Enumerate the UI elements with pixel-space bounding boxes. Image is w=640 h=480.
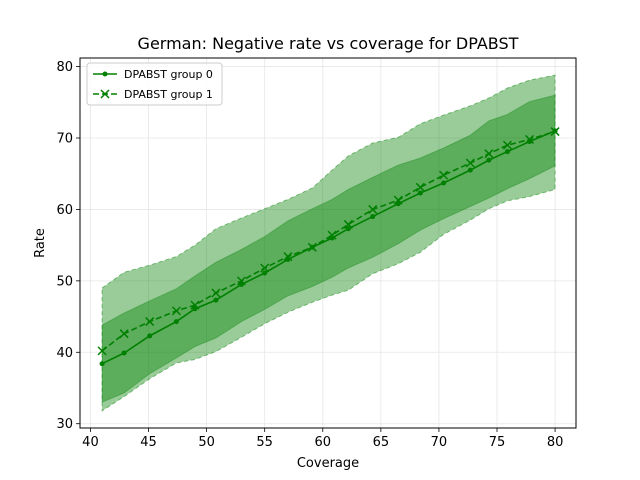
axis-ticks: 40 45 50 55 60 65 70 75 80 30 40 50 60 70 80 (56, 60, 563, 450)
x-tick-label: 75 (489, 435, 506, 450)
data-point-group-0 (441, 180, 447, 186)
legend-marker-group-1 (100, 89, 110, 99)
y-tick-label: 60 (56, 203, 73, 218)
x-tick-label: 60 (314, 435, 331, 450)
data-point-group-1 (171, 306, 181, 316)
plot-frame (79, 57, 577, 429)
data-point-group-1 (525, 134, 535, 144)
data-point-group-1 (260, 263, 270, 273)
y-tick-label: 70 (56, 132, 73, 147)
data-point-group-0 (238, 281, 244, 287)
data-point-group-1 (343, 219, 353, 229)
x-tick-label: 80 (547, 435, 564, 450)
data-point-group-1 (415, 182, 425, 192)
data-point-group-0 (370, 214, 376, 220)
data-point-group-1 (550, 127, 560, 137)
data-point-group-0 (486, 157, 492, 163)
band-group-1 (101, 74, 556, 412)
data-point-group-0 (504, 149, 510, 155)
y-tick-label: 50 (56, 274, 73, 289)
x-tick-label: 40 (82, 435, 99, 450)
data-point-group-1 (307, 242, 317, 252)
data-point-group-1 (283, 252, 293, 262)
band-group-0 (101, 94, 556, 404)
data-point-group-0 (99, 361, 105, 367)
data-point-group-1 (236, 276, 246, 286)
legend-marker-group-0 (102, 71, 108, 77)
data-point-group-1 (211, 288, 221, 298)
grid (80, 58, 576, 428)
data-point-group-0 (213, 297, 219, 303)
confidence-bands (101, 74, 556, 412)
data-point-group-0 (467, 167, 473, 173)
y-tick-label: 80 (56, 60, 73, 75)
data-point-group-0 (147, 333, 153, 339)
data-point-group-1 (393, 195, 403, 205)
data-point-group-1 (368, 204, 378, 214)
x-tick-label: 65 (373, 435, 390, 450)
data-point-group-0 (173, 319, 179, 325)
legend-frame (86, 62, 223, 106)
data-point-group-1 (484, 149, 494, 159)
legend: DPABST group 0 DPABST group 1 (86, 62, 223, 106)
data-point-group-0 (262, 270, 268, 276)
y-tick-label: 30 (56, 417, 73, 432)
y-axis-label: Rate (33, 228, 48, 258)
x-tick-label: 55 (256, 435, 273, 450)
data-point-group-1 (119, 329, 129, 339)
y-tick-label: 40 (56, 346, 73, 361)
x-tick-label: 70 (431, 435, 448, 450)
data-point-group-0 (121, 350, 127, 356)
data-point-group-1 (145, 317, 155, 327)
data-point-group-1 (439, 170, 449, 180)
data-point-group-0 (345, 226, 351, 232)
legend-label-group-0: DPABST group 0 (124, 68, 213, 81)
data-point-group-1 (327, 230, 337, 240)
data-point-group-1 (97, 346, 107, 356)
data-point-group-1 (502, 140, 512, 150)
x-tick-label: 45 (140, 435, 157, 450)
legend-label-group-1: DPABST group 1 (124, 88, 213, 101)
series-line-group-1 (101, 130, 556, 352)
x-tick-label: 50 (198, 435, 215, 450)
data-point-group-0 (395, 201, 401, 207)
chart-title: German: Negative rate vs coverage for DP… (138, 34, 519, 53)
data-point-group-0 (192, 306, 198, 312)
data-point-group-1 (465, 158, 475, 168)
data-point-group-1 (190, 300, 200, 310)
series-markers (97, 127, 560, 367)
data-point-group-0 (417, 190, 423, 196)
x-axis-label: Coverage (297, 456, 359, 471)
